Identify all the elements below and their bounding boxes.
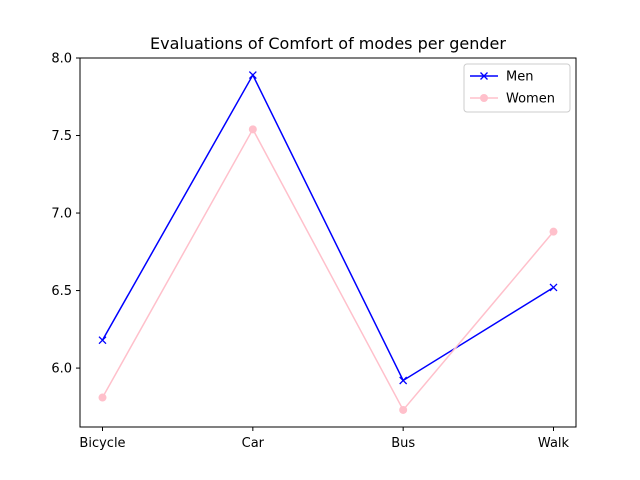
data-point-women bbox=[98, 393, 107, 402]
legend-marker-men bbox=[480, 72, 488, 80]
data-point-men bbox=[248, 71, 257, 80]
data-point-women bbox=[549, 227, 558, 236]
data-point-men bbox=[399, 376, 408, 385]
x-tick-label: Bus bbox=[391, 436, 415, 451]
data-point-women bbox=[399, 405, 408, 414]
legend-label-women: Women bbox=[506, 92, 555, 107]
y-axis: 6.0 6.5 7.0 7.5 8.0 bbox=[51, 52, 80, 377]
legend-item-men: Men bbox=[470, 70, 533, 85]
data-point-men bbox=[98, 336, 107, 345]
legend-label-men: Men bbox=[506, 70, 533, 85]
x-axis: Bicycle Car Bus Walk bbox=[79, 427, 570, 451]
plot-frame bbox=[79, 57, 577, 428]
y-tick-label: 6.5 bbox=[51, 284, 72, 299]
series-layer bbox=[98, 71, 558, 414]
x-tick-label: Car bbox=[242, 436, 265, 451]
data-point-women bbox=[248, 125, 257, 134]
series-men bbox=[98, 71, 558, 385]
data-point-men bbox=[549, 283, 558, 292]
y-tick-label: 7.5 bbox=[51, 129, 72, 144]
series-women bbox=[98, 125, 558, 414]
y-tick-label: 8.0 bbox=[51, 52, 72, 67]
y-tick-label: 6.0 bbox=[51, 362, 72, 377]
legend-item-women: Women bbox=[470, 92, 555, 107]
series-line-men bbox=[101, 73, 554, 382]
x-tick-label: Bicycle bbox=[79, 436, 125, 451]
series-line-women bbox=[101, 127, 555, 412]
legend-marker-women bbox=[480, 94, 488, 102]
legend: Men Women bbox=[463, 63, 571, 113]
y-tick-label: 7.0 bbox=[51, 207, 72, 222]
x-tick-label: Walk bbox=[538, 436, 570, 451]
chart-title: Evaluations of Comfort of modes per gend… bbox=[150, 34, 506, 53]
